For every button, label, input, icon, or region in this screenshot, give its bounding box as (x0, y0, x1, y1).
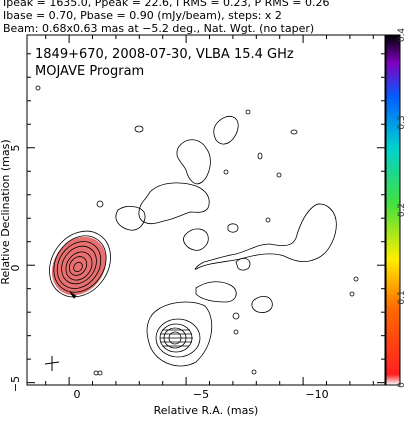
noise-island (96, 200, 104, 208)
core-contour (65, 251, 93, 281)
x-tick-label: −5 (193, 388, 209, 401)
jet-contour (235, 258, 251, 271)
noise-island (227, 223, 239, 233)
jet-contour (213, 115, 239, 145)
contour-lines (35, 85, 359, 376)
jet-contour (176, 139, 211, 185)
core-contour (61, 245, 97, 285)
colorbar-tick-label: 0.1 (397, 290, 407, 304)
component-contour (155, 318, 201, 358)
x-tick-label: 0 (74, 388, 81, 401)
header-line-2: Ibase = 0.70, Pbase = 0.90 (mJy/beam), s… (3, 9, 282, 22)
noise-island (134, 125, 144, 133)
plot-frame (26, 34, 386, 386)
jet-contour (195, 281, 237, 303)
noise-island (233, 329, 239, 335)
noise-island (353, 276, 359, 282)
core-contour (56, 241, 102, 289)
core-contour (53, 235, 107, 293)
noise-island (251, 369, 257, 375)
noise-island (276, 172, 282, 178)
core-fill (51, 236, 107, 296)
beam-marker (44, 356, 60, 371)
component-contour (146, 301, 213, 367)
header-line-1: Ipeak = 1635.0, Ppeak = 22.6, I RMS = 0.… (3, 0, 330, 9)
core-contour (49, 230, 111, 298)
x-axis-label: Relative R.A. (mas) (154, 404, 259, 417)
noise-island (223, 169, 229, 175)
y-tick-label: 0 (9, 265, 22, 272)
noise-island (257, 152, 263, 160)
colorbar-tick-label: 0.2 (397, 203, 407, 217)
core-contour (68, 256, 88, 276)
x-tick-label: −10 (305, 388, 328, 401)
noise-island (290, 129, 298, 135)
plot-subtitle: MOJAVE Program (35, 64, 144, 79)
jet-contour (138, 182, 210, 225)
jet-contour (115, 206, 146, 231)
y-tick-label: 5 (9, 145, 22, 152)
core-contour (73, 261, 83, 273)
colorbar-tick-label: 0.3 (397, 115, 407, 129)
noise-island (232, 312, 240, 320)
noise-island (93, 370, 99, 376)
jet-contour (194, 203, 337, 270)
noise-island (349, 291, 355, 297)
core-dark-spot (69, 291, 77, 299)
jet-contour (251, 296, 273, 313)
noise-island (35, 85, 41, 91)
noise-island (97, 370, 103, 376)
colorbar (385, 34, 401, 386)
colorbar-tick-label: 0 (397, 382, 407, 388)
noise-island (265, 217, 271, 223)
y-tick-label: −5 (9, 376, 22, 392)
header-line-3: Beam: 0.68x0.63 mas at −5.2 deg., Nat. W… (3, 22, 315, 35)
colorbar-tick-label: 0.4 (397, 28, 407, 43)
noise-island (245, 109, 251, 115)
y-axis-label: Relative Declination (mas) (0, 139, 12, 284)
plot-title: 1849+670, 2008-07-30, VLBA 15.4 GHz (35, 47, 294, 62)
jet-contour (183, 228, 209, 251)
